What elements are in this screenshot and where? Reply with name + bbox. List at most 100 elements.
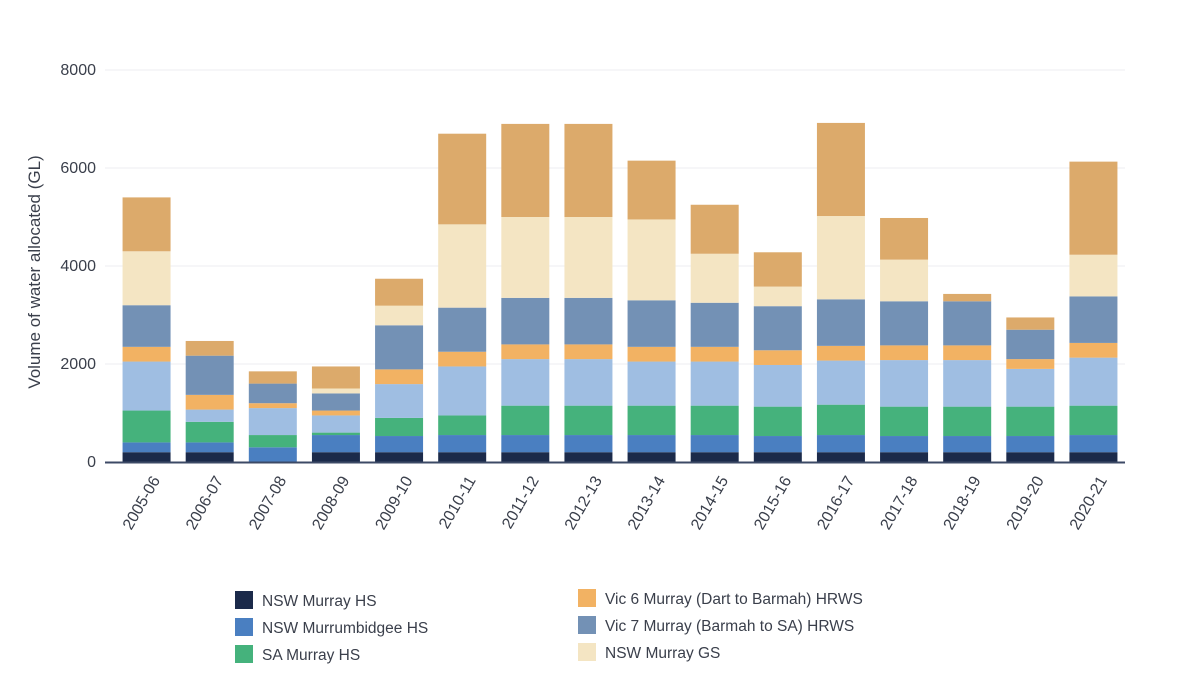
bar-segment xyxy=(880,301,929,346)
bar-segment xyxy=(753,436,802,453)
bar-segment xyxy=(375,278,424,306)
bar-segment xyxy=(375,305,424,326)
legend-label: NSW Murray HS xyxy=(262,593,377,610)
bar-segment xyxy=(122,197,171,252)
bar-segment xyxy=(564,217,613,298)
bar-segment xyxy=(1069,435,1118,453)
bar-segment xyxy=(564,452,613,462)
bars xyxy=(122,122,1118,462)
bar-segment xyxy=(627,300,676,347)
bar-segment xyxy=(690,253,739,303)
bar-segment xyxy=(1069,254,1118,297)
legend-label: NSW Murrumbidgee HS xyxy=(262,620,428,637)
bar-segment xyxy=(943,293,992,302)
bar-segment xyxy=(627,219,676,301)
bar-segment xyxy=(690,346,739,362)
bar-segment xyxy=(1069,342,1118,358)
y-tick-label: 4000 xyxy=(60,258,96,275)
bar-segment xyxy=(185,394,234,410)
bar-segment xyxy=(1069,452,1118,462)
bar-segment xyxy=(1006,368,1055,407)
x-tick-label: 2008-09 xyxy=(309,473,353,532)
bar-segment xyxy=(943,452,992,462)
bar-segment xyxy=(438,435,487,453)
legend-swatch xyxy=(578,616,596,634)
y-tick-label: 0 xyxy=(87,454,96,471)
bar-segment xyxy=(753,286,802,307)
bar-segment xyxy=(1006,317,1055,330)
bar-segment xyxy=(1069,357,1118,406)
legend-swatch xyxy=(578,643,596,661)
bar-segment xyxy=(816,216,865,300)
bar-segment xyxy=(690,204,739,254)
bar-segment xyxy=(311,415,360,433)
legend-label: SA Murray HS xyxy=(262,647,360,664)
bar-segment xyxy=(438,224,487,308)
bar-segment xyxy=(1069,296,1118,343)
bar-segment xyxy=(816,404,865,436)
bar-segment xyxy=(1069,405,1118,436)
bar-segment xyxy=(690,302,739,347)
bar-segment xyxy=(943,406,992,437)
x-tick-label: 2009-10 xyxy=(372,473,416,532)
bar-segment xyxy=(438,307,487,352)
bar-segment xyxy=(627,452,676,462)
bar-segment xyxy=(438,366,487,416)
legend-swatch xyxy=(578,589,596,607)
x-tick-label: 2016-17 xyxy=(814,473,858,532)
bar-segment xyxy=(248,408,297,436)
bar-segment xyxy=(564,344,613,360)
bar-segment xyxy=(311,452,360,462)
legend-label: Vic 7 Murray (Barmah to SA) HRWS xyxy=(605,618,854,635)
bar-segment xyxy=(816,122,865,217)
bar-segment xyxy=(564,297,613,345)
bar-segment xyxy=(375,452,424,462)
bar-segment xyxy=(122,410,171,443)
bar-segment xyxy=(438,452,487,462)
bar-segment xyxy=(753,452,802,462)
bar-segment xyxy=(248,447,297,462)
bar-segment xyxy=(564,123,613,217)
bar-segment xyxy=(122,251,171,306)
y-tick-label: 8000 xyxy=(60,62,96,79)
legend: NSW Murray HS NSW Murrumbidgee HS SA Murra… xyxy=(235,589,863,664)
bar-segment xyxy=(564,405,613,436)
x-tick-label: 2007-08 xyxy=(246,473,290,532)
bar-segment xyxy=(690,361,739,406)
bar-segment xyxy=(816,360,865,405)
bar-segment xyxy=(122,305,171,347)
bar-segment xyxy=(753,350,802,365)
bar-segment xyxy=(690,435,739,453)
x-tick-label: 2013-14 xyxy=(625,473,669,532)
bar-segment xyxy=(816,345,865,361)
x-tick-label: 2015-16 xyxy=(751,473,795,532)
bar-segment xyxy=(627,346,676,362)
bar-segment xyxy=(438,351,487,367)
bar-segment xyxy=(501,344,550,360)
bar-segment xyxy=(816,435,865,453)
x-tick-label: 2020-21 xyxy=(1067,473,1111,532)
x-tick-label: 2018-19 xyxy=(941,473,985,532)
bar-segment xyxy=(627,405,676,436)
bar-segment xyxy=(627,160,676,220)
legend-swatch xyxy=(235,645,253,663)
bar-segment xyxy=(311,410,360,416)
bar-segment xyxy=(1006,406,1055,437)
bar-segment xyxy=(1006,436,1055,453)
legend-swatch xyxy=(235,591,253,609)
bar-segment xyxy=(438,415,487,436)
bar-segment xyxy=(248,371,297,384)
legend-swatch xyxy=(235,618,253,636)
bar-segment xyxy=(375,436,424,453)
legend-label: NSW Murray GS xyxy=(605,645,720,662)
bar-segment xyxy=(248,435,297,448)
y-axis-title: Volume of water allocated (GL) xyxy=(25,155,44,388)
bar-segment xyxy=(248,383,297,404)
x-tick-label: 2005-06 xyxy=(120,473,164,532)
bar-segment xyxy=(880,345,929,361)
bar-segment xyxy=(816,299,865,346)
bar-segment xyxy=(943,436,992,453)
x-tick-label: 2010-11 xyxy=(436,473,480,531)
bar-segment xyxy=(501,405,550,436)
